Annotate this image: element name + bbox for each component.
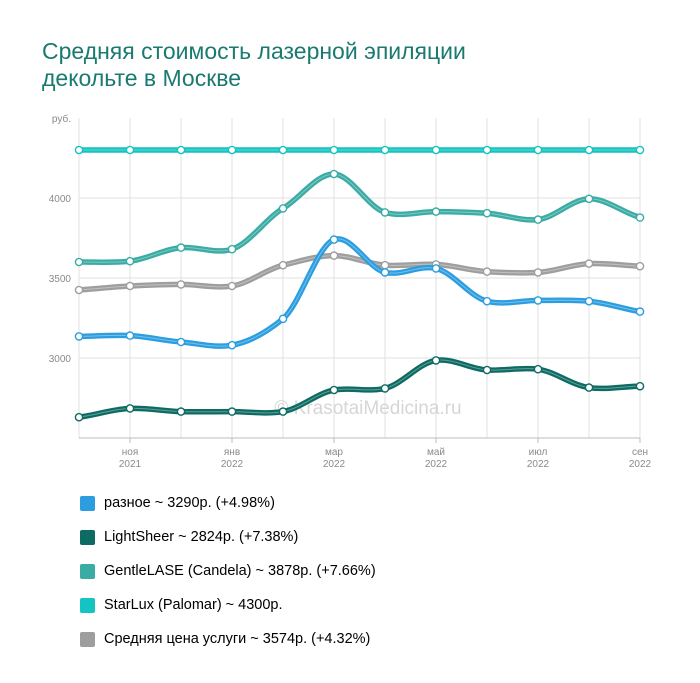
legend-label: Средняя цена услуги ~ 3574р. (+4.32%): [104, 631, 371, 647]
x-tick-label-year: 2022: [323, 459, 346, 470]
data-point: [584, 194, 594, 204]
line-chart: 300035004000руб.ноя2021янв2022мар2022май…: [49, 113, 652, 470]
legend-swatch: [80, 597, 95, 613]
x-tick-label-month: май: [427, 447, 445, 458]
data-point: [329, 145, 339, 155]
chart-legend: разное ~ 3290р. (+4.98%) LightSheer ~ 282…: [80, 486, 376, 656]
data-point: [329, 385, 339, 395]
data-point: [482, 145, 492, 155]
data-point: [329, 169, 339, 179]
data-point: [278, 407, 288, 416]
data-point: [431, 145, 441, 155]
data-point: [227, 407, 237, 416]
x-tick-label-month: мар: [325, 447, 343, 458]
chart-title: Средняя стоимость лазерной эпиляции деко…: [42, 38, 642, 92]
x-tick-label-month: ноя: [122, 447, 139, 458]
y-tick-label: 4000: [49, 194, 72, 205]
data-point: [125, 256, 135, 266]
data-point: [533, 268, 543, 277]
legend-swatch: [80, 529, 95, 545]
data-point: [227, 340, 237, 350]
data-point: [635, 381, 645, 391]
data-point: [482, 365, 492, 375]
data-point: [125, 281, 135, 291]
legend-swatch: [80, 563, 95, 579]
data-point: [380, 268, 390, 277]
data-point: [329, 235, 339, 244]
data-point: [74, 257, 84, 267]
data-point: [584, 145, 594, 155]
data-point: [74, 332, 84, 341]
legend-item[interactable]: разное ~ 3290р. (+4.98%): [80, 486, 376, 520]
x-tick-label-year: 2021: [119, 459, 142, 470]
data-point: [584, 296, 594, 306]
data-point: [584, 259, 594, 268]
legend-item[interactable]: GentleLASE (Candela) ~ 3878р. (+7.66%): [80, 554, 376, 588]
chart-title-line-2: декольте в Москве: [42, 65, 242, 91]
legend-label: GentleLASE (Candela) ~ 3878р. (+7.66%): [104, 563, 376, 579]
legend-label: LightSheer ~ 2824р. (+7.38%): [104, 529, 299, 545]
data-point: [584, 383, 594, 392]
data-point: [533, 364, 543, 374]
data-point: [482, 208, 492, 218]
x-tick-label-month: сен: [632, 447, 648, 458]
data-point: [278, 314, 288, 324]
data-point: [125, 331, 135, 340]
legend-label: разное ~ 3290р. (+4.98%): [104, 495, 275, 511]
data-point: [482, 267, 492, 276]
data-point: [380, 208, 390, 217]
y-tick-label: 3500: [49, 274, 72, 285]
data-point: [176, 337, 186, 347]
data-point: [533, 296, 543, 305]
y-axis-unit-label: руб.: [52, 113, 71, 125]
legend-swatch: [80, 631, 95, 647]
data-point: [533, 145, 543, 155]
x-tick-label-year: 2022: [221, 459, 244, 470]
data-point: [176, 243, 186, 252]
data-point: [533, 215, 543, 224]
chart-title-line-1: Средняя стоимость лазерной эпиляции: [42, 38, 466, 64]
data-point: [431, 356, 441, 365]
data-point: [227, 244, 237, 254]
x-tick-label-year: 2022: [629, 459, 652, 470]
x-tick-label-year: 2022: [527, 459, 550, 470]
data-point: [380, 260, 390, 270]
data-point: [227, 281, 237, 291]
data-point: [431, 264, 441, 273]
data-point: [380, 145, 390, 155]
legend-label: StarLux (Palomar) ~ 4300р.: [104, 597, 283, 613]
data-point: [278, 204, 288, 213]
data-point: [74, 412, 84, 422]
data-point: [278, 260, 288, 270]
data-point: [74, 285, 84, 295]
legend-item[interactable]: LightSheer ~ 2824р. (+7.38%): [80, 520, 376, 554]
x-tick-label-month: янв: [224, 447, 240, 458]
data-point: [635, 213, 645, 222]
data-point: [635, 307, 645, 316]
data-point: [329, 251, 339, 260]
data-point: [74, 145, 84, 155]
data-point: [176, 280, 186, 289]
data-point: [176, 407, 186, 416]
x-tick-label-month: июл: [529, 447, 548, 458]
data-point: [635, 261, 645, 271]
legend-swatch: [80, 495, 95, 511]
data-point: [125, 404, 135, 413]
data-point: [227, 145, 237, 155]
data-point: [635, 145, 645, 155]
x-tick-label-year: 2022: [425, 459, 448, 470]
watermark: © KrasotaiMedicina.ru: [274, 398, 461, 419]
data-point: [278, 145, 288, 155]
data-point: [380, 384, 390, 393]
data-point: [125, 145, 135, 155]
data-point: [176, 145, 186, 155]
data-point: [482, 296, 492, 306]
y-tick-label: 3000: [49, 354, 72, 365]
data-point: [431, 207, 441, 216]
series-line-разное: [76, 236, 643, 349]
legend-item[interactable]: Средняя цена услуги ~ 3574р. (+4.32%): [80, 622, 376, 656]
legend-item[interactable]: StarLux (Palomar) ~ 4300р.: [80, 588, 376, 622]
